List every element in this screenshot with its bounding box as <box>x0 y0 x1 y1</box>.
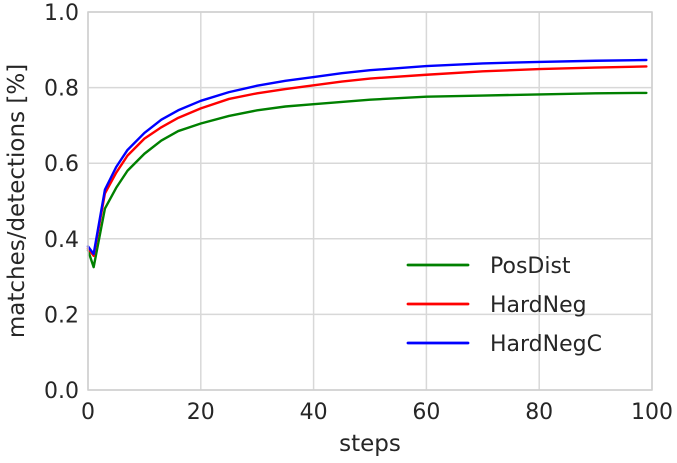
plot-frame <box>87 11 653 391</box>
series-line-hardneg <box>86 65 648 258</box>
series-line-posdist <box>86 91 648 269</box>
tick-labels: 0 20 40 60 80 100 0.0 0.2 0.4 0.6 0.8 1.0 <box>44 1 673 425</box>
axes <box>87 11 653 391</box>
y-tick-label: 0.2 <box>44 303 79 328</box>
legend-label: HardNegC <box>490 332 602 357</box>
x-tick-label: 100 <box>631 400 673 425</box>
x-tick-label: 20 <box>187 400 215 425</box>
plot-background <box>88 12 652 390</box>
x-tick-label: 60 <box>412 400 440 425</box>
y-tick-label: 0.0 <box>44 379 79 404</box>
legend: PosDist HardNeg HardNegC <box>406 254 602 357</box>
x-axis-label: steps <box>339 431 401 457</box>
y-axis-label: matches/detections [%] <box>4 64 30 338</box>
series-lines <box>86 58 648 269</box>
legend-label: PosDist <box>490 254 571 279</box>
series-line-hardnegc <box>86 58 648 256</box>
y-tick-label: 1.0 <box>44 1 79 26</box>
gridlines <box>87 11 653 391</box>
y-tick-label: 0.4 <box>44 228 79 253</box>
legend-label: HardNeg <box>490 293 587 318</box>
x-tick-label: 80 <box>525 400 553 425</box>
y-tick-label: 0.6 <box>44 152 79 177</box>
x-tick-label: 40 <box>300 400 328 425</box>
x-tick-label: 0 <box>81 400 95 425</box>
y-tick-label: 0.8 <box>44 77 79 102</box>
